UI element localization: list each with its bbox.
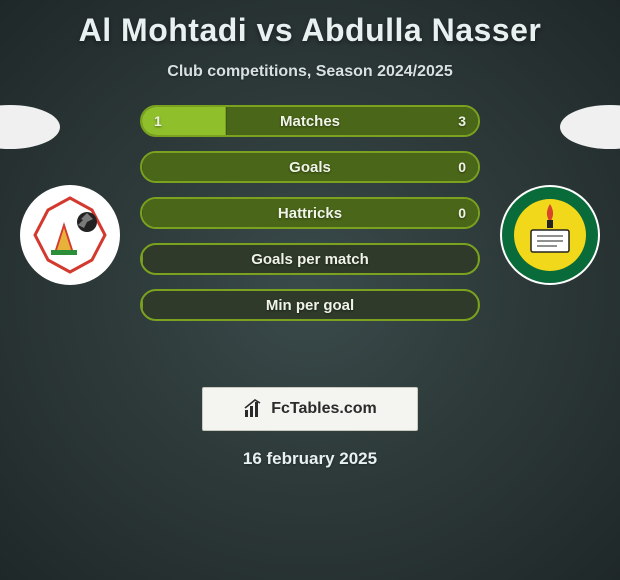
stat-bars: Matches 1 3 Goals 0 Hattricks 0 Goals per match…	[140, 105, 480, 321]
bar-label: Matches	[280, 113, 340, 130]
bar-label: Hattricks	[278, 205, 342, 222]
bar-fill-right	[226, 107, 478, 135]
bar-label: Goals per match	[251, 251, 369, 268]
bar-value-right: 0	[458, 159, 466, 175]
bar-value-right: 0	[458, 205, 466, 221]
stat-bar: Goals 0	[140, 151, 480, 183]
comparison-panel: Matches 1 3 Goals 0 Hattricks 0 Goals per match…	[0, 105, 620, 365]
brand-text: FcTables.com	[271, 400, 377, 418]
country-flag-left	[0, 105, 60, 149]
bar-label: Goals	[289, 159, 331, 176]
club-badge-right	[500, 185, 600, 285]
club-badge-left-icon	[27, 192, 113, 278]
brand-chart-icon	[243, 398, 265, 420]
bar-value-left: 1	[154, 113, 162, 129]
date-label: 16 february 2025	[0, 449, 620, 469]
bar-label: Min per goal	[266, 297, 354, 314]
country-flag-right	[560, 105, 620, 149]
stat-bar: Min per goal	[140, 289, 480, 321]
bar-fill-right	[477, 291, 478, 319]
bar-fill-left	[142, 291, 143, 319]
stat-bar: Matches 1 3	[140, 105, 480, 137]
bar-value-right: 3	[458, 113, 466, 129]
brand-box: FcTables.com	[202, 387, 418, 431]
club-badge-left	[20, 185, 120, 285]
bar-fill-right	[477, 245, 478, 273]
subtitle: Club competitions, Season 2024/2025	[0, 63, 620, 81]
bar-fill-left	[142, 245, 143, 273]
club-badge-right-icon	[501, 186, 599, 284]
page-title: Al Mohtadi vs Abdulla Nasser	[0, 0, 620, 49]
stat-bar: Goals per match	[140, 243, 480, 275]
stat-bar: Hattricks 0	[140, 197, 480, 229]
